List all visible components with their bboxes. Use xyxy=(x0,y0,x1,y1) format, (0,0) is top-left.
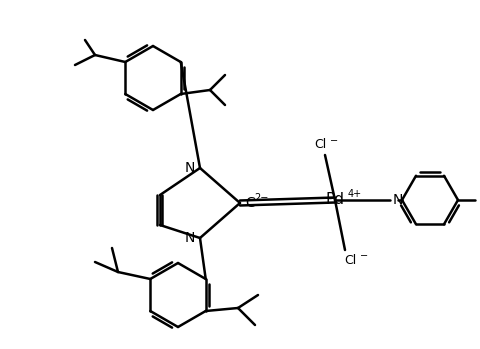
Text: N: N xyxy=(392,193,403,207)
Text: −: − xyxy=(359,251,367,261)
Text: 2−: 2− xyxy=(253,193,268,203)
Text: Cl: Cl xyxy=(313,139,325,151)
Text: −: − xyxy=(329,136,337,146)
Text: Cl: Cl xyxy=(343,253,355,267)
Text: N: N xyxy=(184,231,195,245)
Text: 4+: 4+ xyxy=(347,189,361,199)
Text: N: N xyxy=(184,161,195,175)
Text: C: C xyxy=(244,196,254,210)
Text: Pd: Pd xyxy=(325,193,344,208)
